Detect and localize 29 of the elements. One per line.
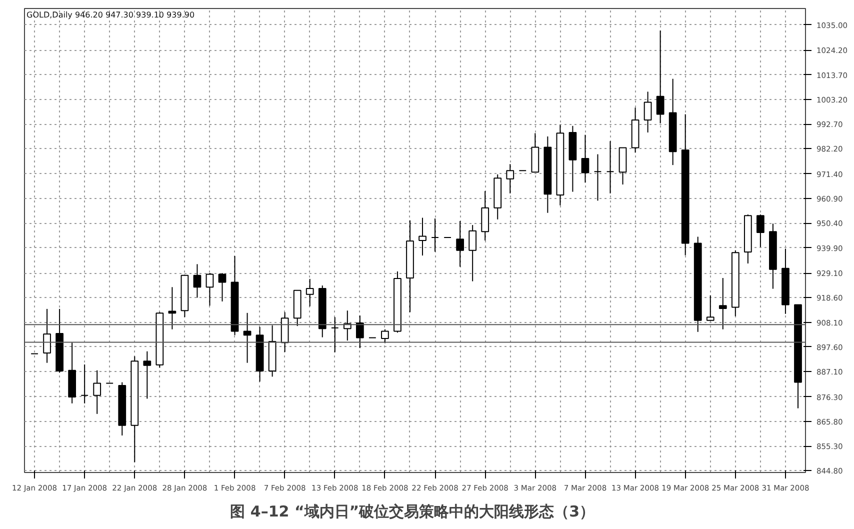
candlestick [168,286,176,330]
candlestick [718,277,727,330]
candlestick [243,312,252,364]
candlestick [656,30,664,124]
candlestick [594,154,602,202]
candlestick [330,316,339,353]
candlestick [481,190,490,241]
candlestick [43,308,51,364]
candlestick [456,220,464,268]
candlestick [356,314,364,349]
candlestick [93,370,102,414]
candlestick [431,218,439,252]
candlestick [80,364,89,404]
candlestick [644,91,652,133]
chart-title: GOLD,Daily 946.20 947.30 939.10 939.90 [26,10,195,20]
candlestick [306,278,314,307]
candlestick [581,134,590,184]
caption: 图 4–12 “域内日”破位交易策略中的大阳线形态（3） [230,502,595,520]
candlestick [606,140,614,194]
candlestick [418,217,426,256]
candlestick [468,224,477,282]
candlestick [143,350,152,400]
candlestick [206,272,214,306]
candlestick [381,328,389,344]
candlestick [193,264,202,298]
candlestick [756,214,764,248]
candlestick [218,272,226,302]
candlestick [706,294,714,321]
candlestick [506,164,514,194]
